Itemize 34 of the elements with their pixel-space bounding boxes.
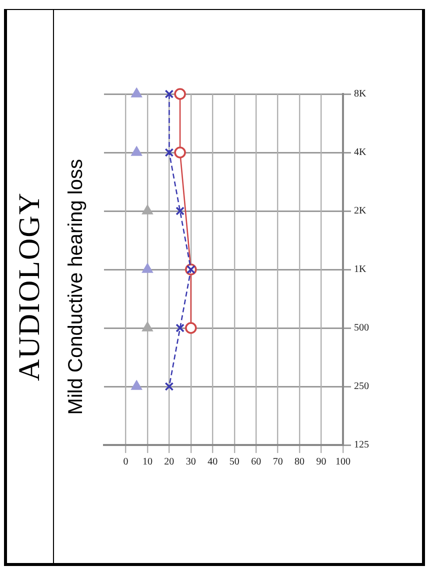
x-tick-label: 50 — [229, 456, 240, 468]
x-tick-label: 30 — [186, 456, 196, 468]
point — [174, 88, 186, 100]
point — [142, 205, 153, 214]
x-tick-label: 20 — [164, 456, 174, 468]
point — [174, 146, 186, 158]
x-tick-label: 80 — [294, 456, 305, 468]
point — [142, 264, 153, 273]
text: AUDIOLOGY — [13, 192, 47, 381]
x-tick-label: 40 — [208, 456, 218, 468]
x-tick-label: 10 — [142, 456, 152, 468]
y-tick-label: 8K — [354, 88, 367, 100]
text: Mild Conductive hearing loss — [64, 158, 88, 414]
point — [176, 206, 184, 216]
x-tick-label: 100 — [336, 456, 350, 468]
y-tick-label: 500 — [354, 322, 369, 334]
y-tick-label: 4K — [354, 147, 367, 158]
point — [131, 146, 142, 156]
point — [176, 324, 184, 332]
point — [131, 380, 142, 390]
y-tick-label: 250 — [354, 381, 369, 392]
point — [142, 322, 153, 332]
x-tick-label: 70 — [272, 456, 283, 468]
point — [131, 88, 142, 98]
point — [164, 148, 174, 157]
y-tick-label: 125 — [354, 440, 369, 451]
y-tick-label: 1K — [354, 264, 367, 276]
y-tick-label: 2K — [354, 206, 367, 217]
x-tick-label: 0 — [123, 456, 128, 468]
point — [185, 322, 197, 334]
x-tick-label: 60 — [251, 456, 262, 468]
point — [164, 382, 174, 391]
point — [164, 90, 174, 98]
x-tick-label: 90 — [316, 456, 326, 468]
